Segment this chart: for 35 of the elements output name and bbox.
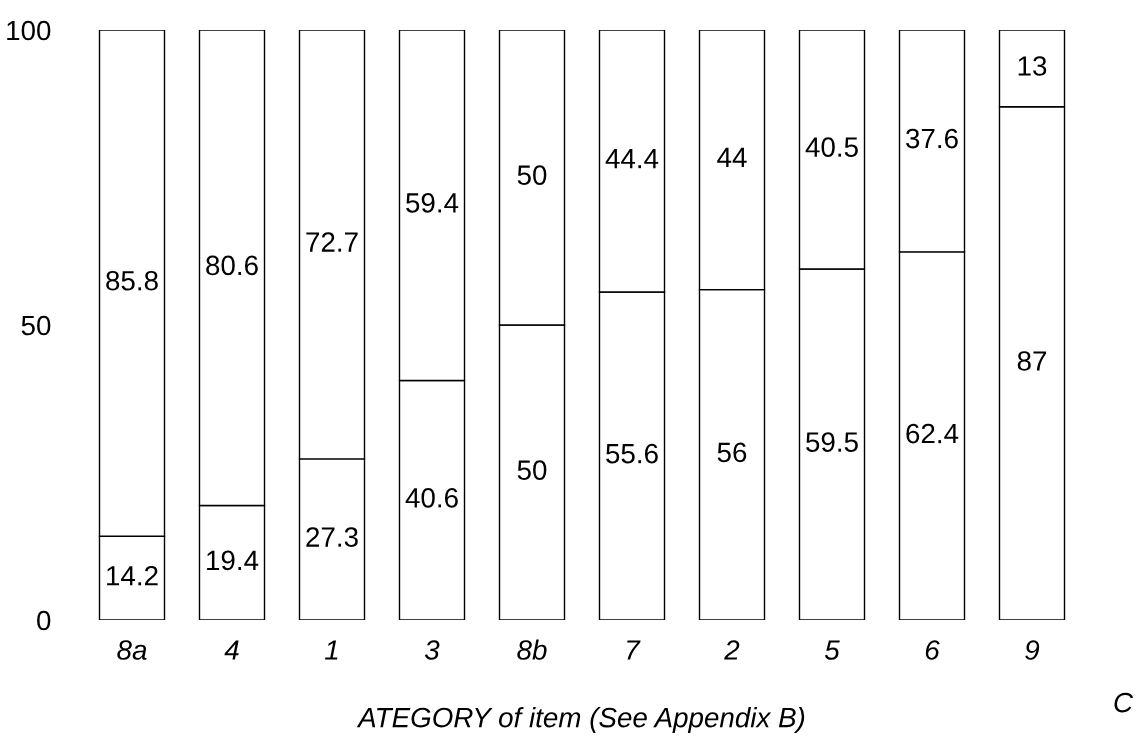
data-label: 56 [717,442,747,463]
data-label: 13 [1018,56,1047,76]
x-tick-label: 6 [925,640,940,660]
y-tick-label: 50 [21,315,51,336]
data-label: 85.8 [106,270,158,291]
data-label: 50 [517,460,547,480]
x-tick-label: 8b [517,639,547,660]
data-label: 40.5 [805,137,858,157]
data-label: 14.2 [107,565,158,586]
x-tick-label: 2 [724,640,740,660]
x-tick-label: 8a [117,640,147,660]
data-label: 50 [517,165,547,185]
y-tick-label: 100 [7,20,51,41]
data-label: 55.6 [606,443,658,464]
data-label: 59.5 [806,432,858,452]
data-label: 87 [1017,351,1047,371]
data-label: 27.3 [306,527,358,547]
data-label: 37.6 [906,128,958,149]
x-tick-label: 3 [424,640,440,660]
data-label: 59.4 [406,193,459,213]
data-label: 80.6 [206,255,258,276]
data-label: 62.4 [906,423,959,444]
x-axis-title: ATEGORY of item (See Appendix B) [356,707,805,733]
text: C [1114,692,1134,713]
y-tick-label: 0 [37,610,51,631]
data-label: 44.4 [605,149,659,169]
data-label: 19.4 [207,550,259,571]
data-label: 44 [717,147,747,167]
x-tick-label: 4 [224,640,239,660]
x-tick-label: 1 [325,640,338,660]
x-tick-label: 5 [824,640,840,660]
x-tick-label: 9 [1025,640,1040,660]
x-tick-label: 7 [627,640,641,660]
data-label: 40.6 [405,488,458,508]
data-label: 72.7 [306,232,358,252]
